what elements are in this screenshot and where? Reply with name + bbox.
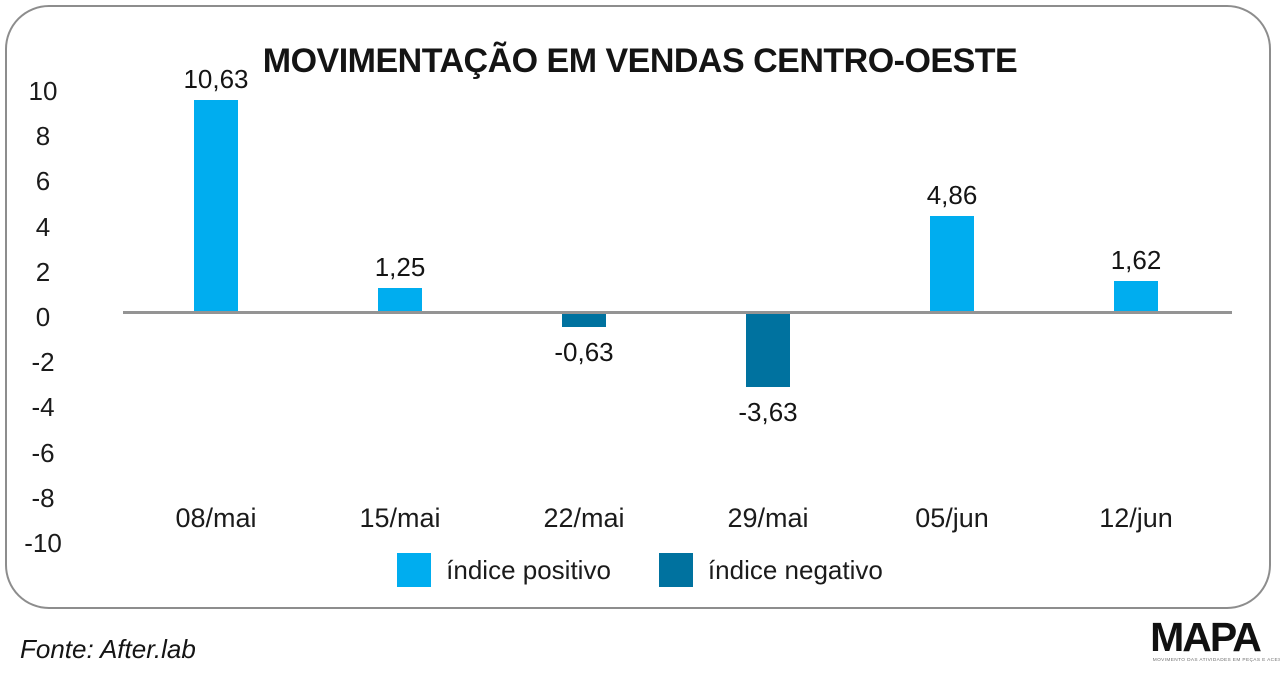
y-axis-tick-label: -2 — [31, 347, 55, 378]
y-axis-tick-label: 2 — [35, 256, 51, 287]
legend-item: índice positivo — [397, 553, 611, 587]
bar-value-label: 1,25 — [374, 252, 426, 282]
chart-legend: índice positivo índice negativo — [0, 553, 1280, 587]
legend-label: índice negativo — [707, 554, 883, 585]
x-axis-label: 08/mai — [175, 503, 257, 533]
y-axis-tick-label: -10 — [24, 528, 62, 558]
brand-name: MAPA — [1150, 614, 1262, 660]
bar-value-label: 4,86 — [926, 179, 978, 210]
bar-value-label: 10,63 — [183, 64, 249, 95]
source-note: Fonte: After.lab — [20, 634, 196, 664]
x-axis-label: 12/jun — [1099, 503, 1173, 533]
x-axis-label: 29/mai — [727, 503, 809, 533]
brand-tagline: MOVIMENTO DAS ATIVIDADES EM PEÇAS E ACES… — [1152, 657, 1280, 663]
y-axis-tick-label: -8 — [31, 482, 55, 513]
x-axis-label: 22/mai — [543, 503, 625, 533]
brand-logo: MAPA MOVIMENTO DAS ATIVIDADES EM PEÇAS E… — [1150, 614, 1280, 663]
legend-swatch-negative — [658, 553, 693, 587]
y-axis-tick-label: 0 — [35, 302, 51, 332]
y-axis-tick-label: 8 — [35, 121, 51, 152]
bar-29mai — [746, 314, 790, 387]
chart-title: MOVIMENTAÇÃO EM VENDAS CENTRO-OESTE — [262, 42, 1018, 80]
y-axis-tick-label: 10 — [28, 76, 58, 106]
y-axis-tick-label: 6 — [35, 166, 51, 197]
y-axis-tick-label: -4 — [31, 392, 55, 423]
bar-value-label: -3,63 — [738, 396, 798, 427]
legend-label: índice positivo — [446, 554, 611, 585]
bar-05jun — [930, 215, 974, 313]
x-axis-label: 05/jun — [915, 503, 989, 533]
bar-15mai — [378, 288, 422, 313]
y-axis-tick-label: 4 — [35, 211, 51, 242]
bar-12jun — [1114, 280, 1158, 313]
bar-value-label: -0,63 — [554, 336, 614, 367]
zero-axis-line — [123, 311, 1232, 314]
bar-22mai — [562, 314, 606, 327]
legend-item: índice negativo — [658, 553, 883, 587]
bar-value-label: 1,62 — [1110, 244, 1162, 275]
legend-swatch-positive — [397, 553, 432, 587]
x-axis-label: 15/mai — [359, 503, 441, 533]
y-axis-tick-label: -6 — [31, 437, 55, 468]
bar-08mai — [194, 100, 238, 313]
